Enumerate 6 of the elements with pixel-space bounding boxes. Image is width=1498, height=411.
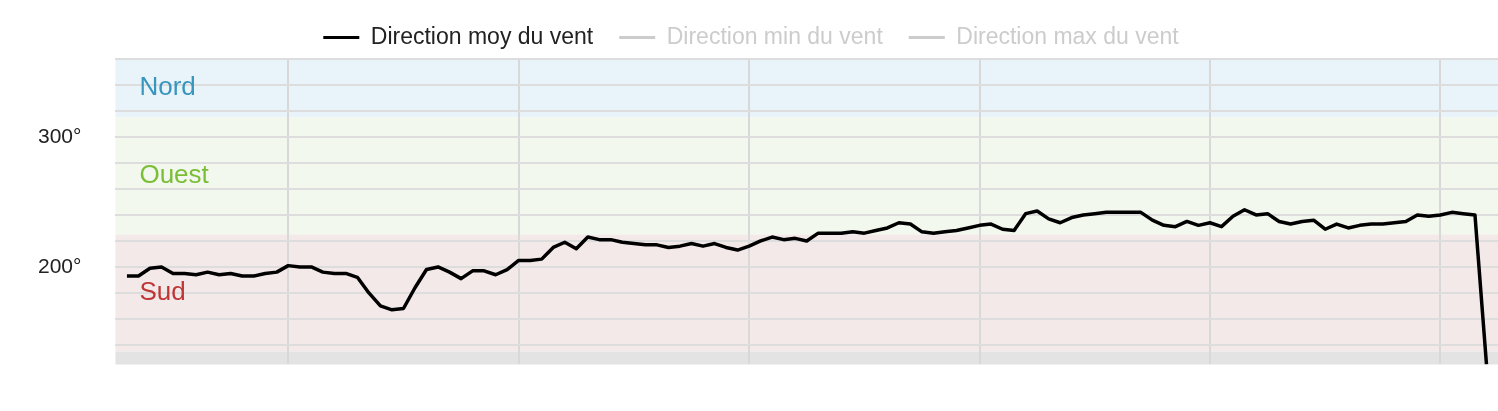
- y-tick-label: 200°: [38, 253, 82, 277]
- band-label: Ouest: [139, 159, 210, 190]
- y-tick-label: 300°: [38, 123, 82, 147]
- band-label: Nord: [139, 71, 196, 102]
- legend-label: Direction moy du vent: [370, 22, 594, 49]
- band-label: Sud: [139, 276, 186, 307]
